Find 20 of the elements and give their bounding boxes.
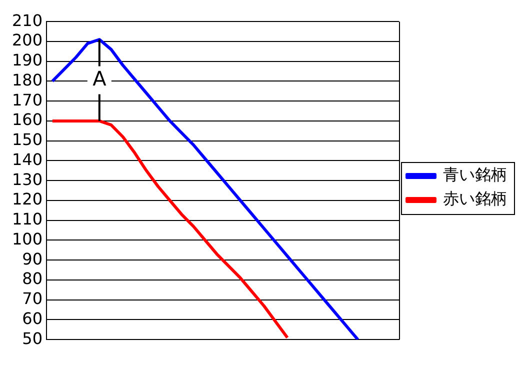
y-tick-label: 160 xyxy=(12,110,43,130)
annotation: A xyxy=(92,66,107,90)
y-tick-label: 110 xyxy=(12,210,43,229)
legend-label: 青い銘柄 xyxy=(443,165,507,184)
y-tick-label: 120 xyxy=(12,190,43,209)
y-tick-label: 180 xyxy=(12,70,43,90)
y-tick-label: 200 xyxy=(12,30,43,50)
y-tick-label: 50 xyxy=(22,328,43,348)
y-tick-label: 130 xyxy=(12,170,43,189)
y-tick-label: 80 xyxy=(22,269,43,288)
y-tick-label: 190 xyxy=(12,50,43,70)
y-tick-label: 90 xyxy=(22,249,43,268)
y-tick-label: 210 xyxy=(12,10,43,30)
y-tick-label: 150 xyxy=(12,130,43,150)
y-tick-label: 170 xyxy=(12,90,43,110)
y-tick-label: 100 xyxy=(12,229,43,248)
y-tick-label: 140 xyxy=(12,150,43,169)
y-tick-label: 70 xyxy=(22,289,43,308)
legend-label: 赤い銘柄 xyxy=(443,189,507,208)
y-tick-label: 60 xyxy=(22,308,43,328)
